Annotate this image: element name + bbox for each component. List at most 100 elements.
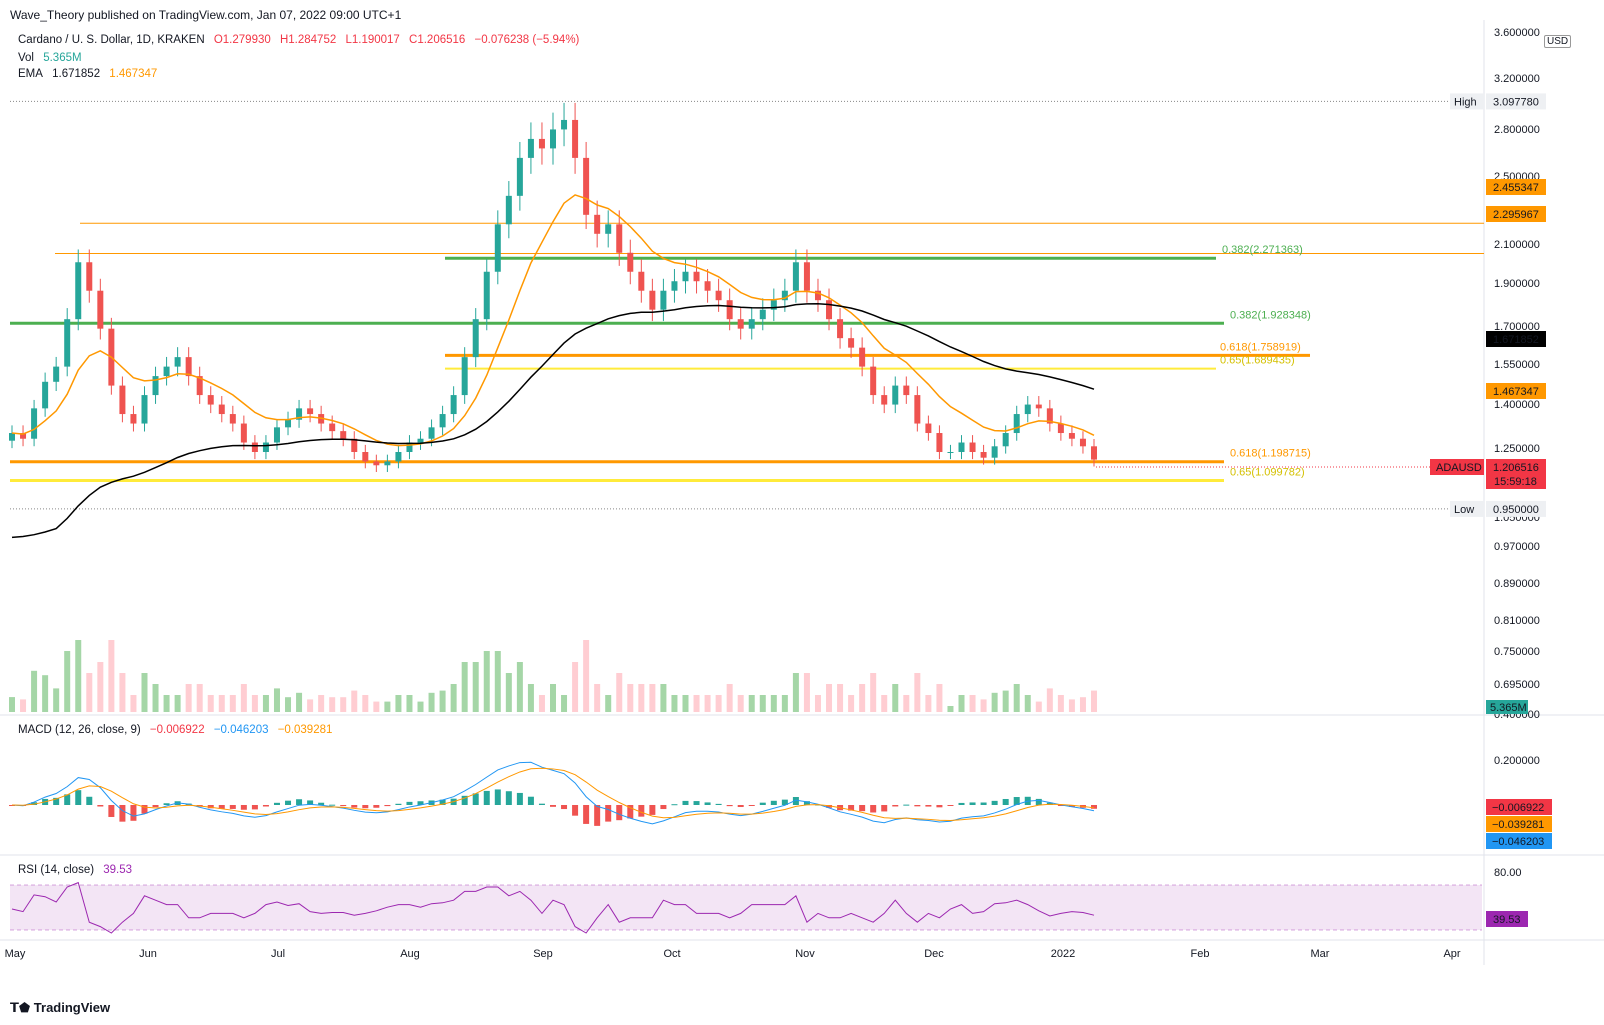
volume-bar	[561, 695, 568, 712]
macd-histogram-bar	[958, 802, 965, 805]
macd-histogram-bar	[141, 805, 148, 814]
macd-histogram-bar	[947, 805, 954, 806]
macd-histogram-bar	[75, 790, 82, 805]
macd-label[interactable]: MACD (12, 26, close, 9)	[18, 724, 141, 736]
macd-histogram-bar	[881, 805, 888, 812]
candle-body	[649, 290, 656, 310]
price-axis-label: 2.100000	[1494, 239, 1540, 251]
price-axis-label: 1.400000	[1494, 399, 1540, 411]
volume-bar	[384, 701, 391, 712]
candle-body	[594, 214, 601, 234]
volume-bar	[163, 695, 170, 712]
candle-body	[726, 300, 733, 320]
macd-histogram-bar	[472, 793, 479, 805]
candle-body	[240, 423, 247, 443]
volume-bar	[229, 695, 236, 712]
candle-body	[1091, 446, 1097, 460]
candle-body	[329, 423, 336, 432]
macd-histogram-bar	[1068, 805, 1075, 807]
macd-histogram-bar	[605, 805, 612, 822]
volume-bar	[296, 692, 303, 712]
macd-histogram-bar	[119, 805, 126, 822]
candle-body	[826, 300, 833, 320]
volume-bar	[196, 684, 203, 712]
macd-histogram-bar	[550, 805, 556, 807]
volume-bar	[616, 673, 623, 712]
hl-value-bg	[1486, 500, 1546, 517]
time-axis-label: Jul	[271, 948, 285, 960]
candle-body	[450, 395, 457, 415]
macd-histogram-bar	[826, 805, 833, 808]
candle-body	[130, 414, 137, 424]
candle-body	[273, 427, 280, 443]
volume-bar	[715, 695, 722, 712]
time-axis-label: Dec	[924, 948, 944, 960]
candle-body	[439, 414, 446, 428]
candle-body	[1046, 408, 1053, 424]
tradingview-logo[interactable]: 𝗧⬟ TradingView	[10, 1000, 110, 1016]
macd-histogram-bar	[285, 800, 292, 805]
candle-body	[814, 290, 821, 301]
candle-body	[207, 395, 214, 405]
candle-body	[362, 452, 369, 462]
volume-bar	[472, 662, 479, 712]
macd-histogram-bar	[505, 791, 512, 805]
logo-text: TradingView	[33, 1000, 111, 1015]
volume-bar	[395, 695, 402, 712]
price-axis-label: 0.695000	[1494, 679, 1540, 691]
macd-histogram-bar	[351, 805, 358, 808]
macd-histogram-bar	[969, 802, 976, 805]
fib-level-label: 0.382(1.928348)	[1230, 309, 1311, 321]
price-badge-value: 1.206516	[1493, 462, 1539, 474]
macd-histogram-bar	[936, 805, 943, 808]
candle-body	[417, 438, 424, 443]
macd-histogram-bar	[693, 801, 700, 805]
fib-level-label: 0.618(1.198715)	[1230, 448, 1311, 460]
time-axis-label: Mar	[1311, 948, 1330, 960]
macd-badge-value: −0.046203	[1492, 836, 1544, 848]
candle-body	[980, 452, 987, 458]
macd-histogram-bar	[340, 805, 347, 807]
macd-histogram-bar	[251, 805, 258, 810]
macd-histogram-bar	[86, 796, 93, 805]
candle-body	[638, 271, 645, 291]
candle-body	[848, 338, 855, 348]
candle-body	[9, 433, 15, 441]
candle-body	[759, 309, 766, 320]
volume-bar	[152, 684, 159, 712]
countdown-text: 15:59:18	[1494, 476, 1537, 488]
macd-histogram-bar	[748, 805, 755, 806]
symbol-badge	[1430, 459, 1484, 475]
volume-bar	[726, 684, 733, 712]
ema-label[interactable]: EMA	[18, 68, 43, 80]
candle-body	[64, 319, 71, 367]
volume-bar	[1079, 697, 1086, 712]
volume-bar	[1091, 690, 1097, 712]
volume-bar	[991, 692, 998, 712]
candle-body	[185, 357, 192, 377]
rsi-label[interactable]: RSI (14, close)	[18, 864, 95, 876]
volume-bar	[86, 673, 93, 712]
macd-badge	[1486, 816, 1552, 832]
volume-bar	[594, 684, 601, 712]
candle-body	[550, 129, 556, 149]
currency-badge[interactable]: USD	[1544, 35, 1572, 48]
macd-histogram-bar	[362, 805, 369, 809]
ema-legend: EMA 1.671852 1.467347	[18, 68, 163, 80]
macd-histogram-bar	[439, 799, 446, 805]
legend-high: H1.284752	[279, 34, 337, 46]
candle-body	[119, 385, 126, 415]
hl-badge-bg	[1450, 93, 1484, 110]
candle-body	[218, 404, 225, 415]
macd-histogram-bar	[417, 801, 424, 805]
candle-body	[903, 385, 910, 396]
macd-histogram-bar	[31, 802, 38, 805]
price-legend: Cardano / U. S. Dollar, 1D, KRAKEN O1.27…	[18, 34, 585, 46]
candle-body	[141, 395, 148, 424]
vol-label[interactable]: Vol	[18, 52, 34, 64]
symbol-name[interactable]: Cardano / U. S. Dollar, 1D, KRAKEN	[18, 34, 205, 46]
price-badge	[1486, 459, 1546, 475]
candle-body	[373, 461, 380, 466]
candle-body	[1079, 438, 1086, 447]
